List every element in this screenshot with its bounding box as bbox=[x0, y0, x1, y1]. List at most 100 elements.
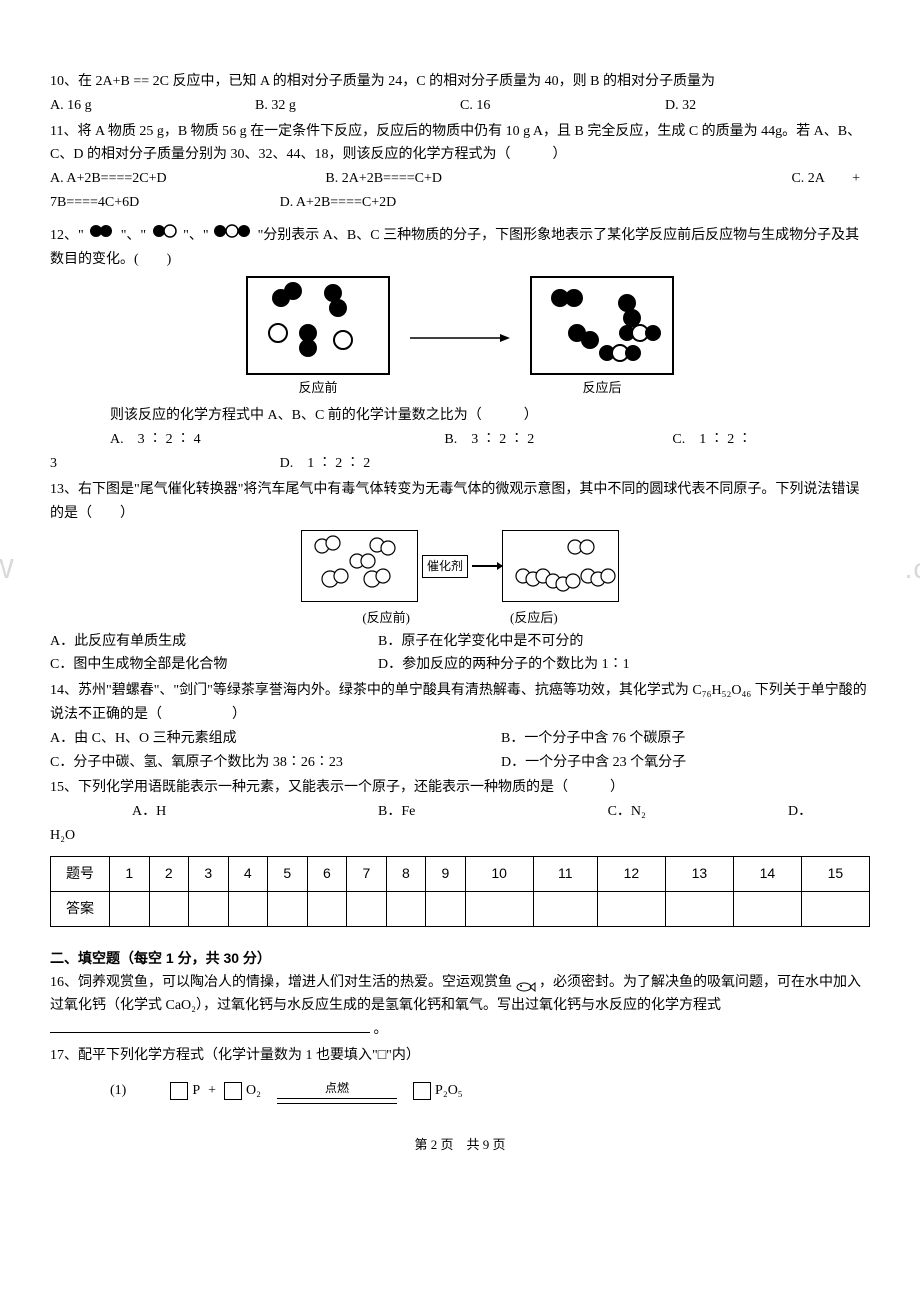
q15-opt-b: B．Fe bbox=[378, 800, 608, 824]
q16-period: 。 bbox=[374, 1022, 388, 1037]
q11-stem: 11、将 A 物质 25 g，B 物质 56 g 在一定条件下反应，反应后的物质… bbox=[50, 120, 870, 168]
watermark-right: .cn bbox=[905, 545, 920, 593]
q13-before-label: (反应前) bbox=[362, 607, 410, 629]
answer-cell[interactable] bbox=[533, 891, 597, 926]
answer-cell[interactable] bbox=[110, 891, 150, 926]
q13-diagram: WW 催化剂 bbox=[50, 530, 870, 602]
q14-opt-d: D．一个分子中含 23 个氧分子 bbox=[501, 751, 686, 775]
q16-answer-blank[interactable] bbox=[50, 1018, 370, 1033]
q17-eq1-num: (1) bbox=[110, 1079, 126, 1103]
q11-opt-b: B. 2A+2B====C+D bbox=[325, 167, 584, 191]
reaction-condition: 点燃 bbox=[277, 1078, 397, 1104]
table-header-label: 题号 bbox=[51, 856, 110, 891]
q10-stem: 10、在 2A+B == 2C 反应中，已知 A 的相对分子质量为 24，C 的… bbox=[50, 70, 870, 94]
q15-stem: 15、下列化学用语既能表示一种元素，又能表示一个原子，还能表示一种物质的是（ ） bbox=[50, 776, 870, 800]
coefficient-box[interactable] bbox=[170, 1082, 188, 1100]
molecule-c-icon bbox=[212, 223, 254, 239]
question-17: 17、配平下列化学方程式（化学计量数为 1 也要填入"□"内） (1) P + … bbox=[50, 1044, 870, 1104]
answer-cell[interactable] bbox=[228, 891, 268, 926]
answer-cell[interactable] bbox=[268, 891, 308, 926]
eq-p: P bbox=[192, 1079, 200, 1103]
q13-opt-d: D．参加反应的两种分子的个数比为 1∶1 bbox=[378, 653, 630, 677]
page-footer: 第 2 页 共 9 页 bbox=[50, 1134, 870, 1156]
q11-opt-a: A. A+2B====2C+D bbox=[50, 167, 325, 191]
answer-cell[interactable] bbox=[149, 891, 189, 926]
question-15: 15、下列化学用语既能表示一种元素，又能表示一个原子，还能表示一种物质的是（ ）… bbox=[50, 776, 870, 847]
answer-table: 题号 1 2 3 4 5 6 7 8 9 10 11 12 13 14 15 答… bbox=[50, 856, 870, 927]
q12-opt-c: C. 1 ∶ 2 ∶ bbox=[672, 428, 870, 452]
table-col-num: 2 bbox=[149, 856, 189, 891]
q12-sub: 则该反应的化学方程式中 A、B、C 前的化学计量数之比为（ ） bbox=[110, 404, 870, 428]
q12-after-label: 反应后 bbox=[530, 377, 674, 399]
answer-cell[interactable] bbox=[426, 891, 466, 926]
q12-opt-b: B. 3 ∶ 2 ∶ 2 bbox=[444, 428, 672, 452]
table-col-num: 3 bbox=[189, 856, 229, 891]
question-11: 11、将 A 物质 25 g，B 物质 56 g 在一定条件下反应，反应后的物质… bbox=[50, 120, 870, 215]
coefficient-box[interactable] bbox=[413, 1082, 431, 1100]
eq-p2o5: P₂O₅ bbox=[435, 1079, 463, 1103]
answer-cell[interactable] bbox=[733, 891, 801, 926]
q17-stem: 17、配平下列化学方程式（化学计量数为 1 也要填入"□"内） bbox=[50, 1044, 870, 1068]
coefficient-box[interactable] bbox=[224, 1082, 242, 1100]
q11-opt-d: D. A+2B====C+2D bbox=[280, 191, 608, 215]
q12-mid1: "、" bbox=[121, 228, 146, 243]
question-14: 14、苏州"碧螺春"、"剑门"等绿茶享誉海内外。绿茶中的单宁酸具有清热解毒、抗癌… bbox=[50, 679, 870, 774]
answer-cell[interactable] bbox=[347, 891, 387, 926]
eq-o2: O₂ bbox=[246, 1079, 261, 1103]
q10-opt-c: C. 16 bbox=[460, 94, 665, 118]
q15-opt-c: C．N₂ bbox=[608, 800, 788, 824]
q17-eq1: (1) P + O₂ 点燃 P₂O₅ bbox=[110, 1078, 870, 1104]
question-10: 10、在 2A+B == 2C 反应中，已知 A 的相对分子质量为 24，C 的… bbox=[50, 70, 870, 118]
q10-opt-d: D. 32 bbox=[665, 94, 870, 118]
table-col-num: 7 bbox=[347, 856, 387, 891]
answer-cell[interactable] bbox=[665, 891, 733, 926]
table-answer-row: 答案 bbox=[51, 891, 870, 926]
question-12: 12、" "、" "、" "分别表示 A、B、C 三种物质的分子，下图形象地表示… bbox=[50, 223, 870, 476]
q13-catalyst-label: 催化剂 bbox=[422, 555, 468, 577]
answer-cell[interactable] bbox=[189, 891, 229, 926]
q11-opt-c-part1: C. 2A + bbox=[585, 167, 870, 191]
q12-mid2: "、" bbox=[183, 228, 208, 243]
q14-opt-b: B．一个分子中含 76 个碳原子 bbox=[501, 727, 685, 751]
q12-stem: 12、" "、" "、" "分别表示 A、B、C 三种物质的分子，下图形象地表示… bbox=[50, 223, 870, 272]
table-col-num: 8 bbox=[386, 856, 426, 891]
q13-opt-a: A．此反应有单质生成 bbox=[50, 630, 378, 654]
q10-opt-a: A. 16 g bbox=[50, 94, 255, 118]
q12-after-box bbox=[530, 276, 674, 375]
q12-opt-d: D. 1 ∶ 2 ∶ 2 bbox=[280, 452, 371, 476]
q14-stem: 14、苏州"碧螺春"、"剑门"等绿茶享誉海内外。绿茶中的单宁酸具有清热解毒、抗癌… bbox=[50, 679, 870, 727]
q15-opt-d: D． bbox=[788, 800, 870, 824]
question-16: 16、饲养观赏鱼，可以陶冶人的情操，增进人们对生活的热爱。空运观赏鱼 ，必须密封… bbox=[50, 971, 870, 1042]
table-col-num: 4 bbox=[228, 856, 268, 891]
q14-opt-c: C．分子中碳、氢、氧原子个数比为 38∶26∶23 bbox=[50, 751, 501, 775]
arrow-icon bbox=[472, 565, 502, 567]
table-col-num: 9 bbox=[426, 856, 466, 891]
table-answer-label: 答案 bbox=[51, 891, 110, 926]
question-13: 13、右下图是"尾气催化转换器"将汽车尾气中有毒气体转变为无毒气体的微观示意图，… bbox=[50, 478, 870, 677]
fish-icon bbox=[516, 978, 536, 990]
table-col-num: 15 bbox=[801, 856, 869, 891]
answer-cell[interactable] bbox=[801, 891, 869, 926]
table-col-num: 12 bbox=[597, 856, 665, 891]
q13-arrow-group: 催化剂 bbox=[418, 555, 502, 577]
q12-diagram: 反应前 反应后 bbox=[50, 276, 870, 399]
answer-cell[interactable] bbox=[386, 891, 426, 926]
answer-cell[interactable] bbox=[465, 891, 533, 926]
molecule-b-icon bbox=[150, 223, 180, 239]
table-col-num: 13 bbox=[665, 856, 733, 891]
q13-opt-b: B．原子在化学变化中是不可分的 bbox=[378, 630, 583, 654]
q12-pre: 12、" bbox=[50, 228, 84, 243]
q10-opt-b: B. 32 g bbox=[255, 94, 460, 118]
q11-line3a: 7B====4C+6D bbox=[50, 191, 280, 215]
q12-before-label: 反应前 bbox=[246, 377, 390, 399]
answer-cell[interactable] bbox=[597, 891, 665, 926]
table-col-num: 5 bbox=[268, 856, 308, 891]
q15-line2: H₂O bbox=[50, 824, 870, 848]
answer-cell[interactable] bbox=[307, 891, 347, 926]
condition-label: 点燃 bbox=[277, 1078, 397, 1099]
section-2-title: 二、填空题（每空 1 分，共 30 分） bbox=[50, 947, 870, 971]
molecule-a-icon bbox=[87, 223, 117, 239]
table-col-num: 1 bbox=[110, 856, 150, 891]
table-header-row: 题号 1 2 3 4 5 6 7 8 9 10 11 12 13 14 15 bbox=[51, 856, 870, 891]
q16-stem1: 16、饲养观赏鱼，可以陶冶人的情操，增进人们对生活的热爱。空运观赏鱼 bbox=[50, 975, 512, 990]
